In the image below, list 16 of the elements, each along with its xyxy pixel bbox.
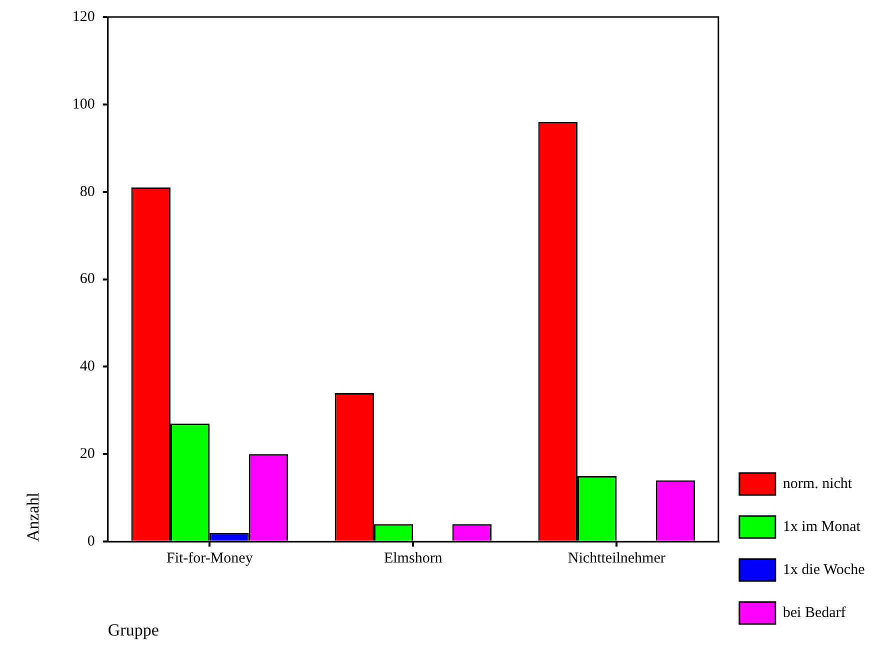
y-tick-label: 20 bbox=[80, 446, 95, 462]
x-tick-label: Nichtteilnehmer bbox=[568, 550, 666, 567]
legend-label: 1x im Monat bbox=[782, 518, 862, 535]
x-axis-title: Gruppe bbox=[108, 620, 159, 640]
y-tick-label: 120 bbox=[72, 8, 95, 25]
x-tick-label: Fit-for-Money bbox=[166, 550, 254, 567]
y-tick-label: 40 bbox=[80, 358, 95, 375]
y-tick-label: 80 bbox=[80, 184, 95, 200]
legend-label: norm. nicht bbox=[782, 476, 853, 492]
y-tick-label: 60 bbox=[80, 271, 95, 288]
y-axis-title: Anzahl bbox=[24, 492, 43, 542]
y-tick-label: 0 bbox=[87, 534, 95, 550]
y-tick-label: 100 bbox=[72, 96, 95, 112]
legend-label: bei Bedarf bbox=[782, 604, 846, 621]
x-tick-label: Elmshorn bbox=[384, 550, 443, 567]
legend-label: 1x die Woche bbox=[782, 562, 866, 578]
